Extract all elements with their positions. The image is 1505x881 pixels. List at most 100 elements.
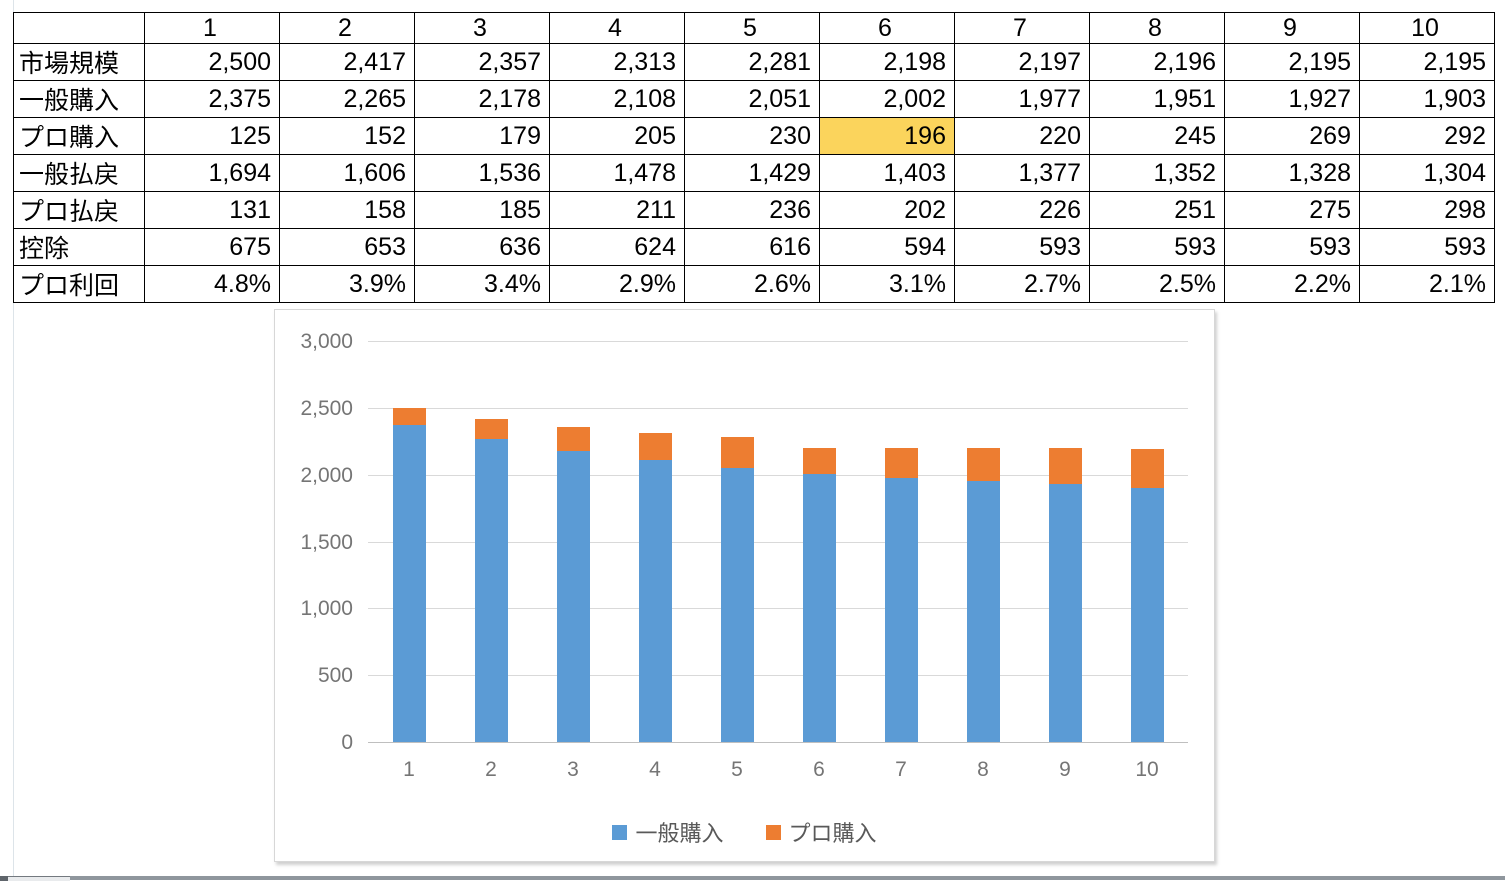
bar-segment-pro[interactable] — [802, 448, 836, 475]
table-cell[interactable]: 1,536 — [414, 154, 550, 192]
table-cell[interactable]: 1,478 — [549, 154, 685, 192]
column-header[interactable]: 4 — [549, 12, 685, 44]
table-cell-highlighted[interactable]: 196 — [819, 117, 955, 155]
table-cell[interactable]: 298 — [1359, 191, 1495, 229]
table-cell[interactable]: 125 — [144, 117, 280, 155]
table-cell[interactable]: 230 — [684, 117, 820, 155]
bar-segment-general[interactable] — [1048, 484, 1082, 742]
table-cell[interactable]: 2,197 — [954, 43, 1090, 81]
table-cell[interactable]: 2,198 — [819, 43, 955, 81]
scrollbar-thumb[interactable] — [8, 876, 70, 881]
table-cell[interactable]: 2,265 — [279, 80, 415, 118]
bar-segment-general[interactable] — [638, 460, 672, 742]
column-header[interactable]: 8 — [1089, 12, 1225, 44]
bar-segment-general[interactable] — [474, 439, 508, 742]
table-cell[interactable]: 636 — [414, 228, 550, 266]
stacked-bar-chart[interactable]: 一般購入 プロ購入 0 500 1,000 1,500 2,000 2,500 3,000 1 2… — [274, 309, 1215, 862]
table-cell[interactable]: 593 — [1224, 228, 1360, 266]
table-cell[interactable]: 593 — [1359, 228, 1495, 266]
table-cell[interactable]: 1,903 — [1359, 80, 1495, 118]
bar-segment-pro[interactable] — [474, 418, 508, 440]
table-cell[interactable]: 292 — [1359, 117, 1495, 155]
table-cell[interactable]: 179 — [414, 117, 550, 155]
bar-segment-general[interactable] — [556, 450, 590, 742]
column-header[interactable]: 6 — [819, 12, 955, 44]
bar-segment-general[interactable] — [884, 477, 918, 742]
table-cell[interactable]: 2.6% — [684, 265, 820, 303]
table-cell[interactable]: 1,927 — [1224, 80, 1360, 118]
row-label[interactable]: プロ購入 — [13, 117, 145, 155]
bar-segment-general[interactable] — [1130, 487, 1164, 742]
table-cell[interactable]: 2,051 — [684, 80, 820, 118]
table-cell[interactable]: 1,977 — [954, 80, 1090, 118]
table-cell[interactable]: 245 — [1089, 117, 1225, 155]
bar-segment-pro[interactable] — [966, 448, 1000, 482]
table-cell[interactable]: 3.9% — [279, 265, 415, 303]
row-label[interactable]: 一般払戻 — [13, 154, 145, 192]
table-cell[interactable]: 2,196 — [1089, 43, 1225, 81]
row-label[interactable]: プロ払戻 — [13, 191, 145, 229]
table-cell[interactable]: 220 — [954, 117, 1090, 155]
bar-segment-pro[interactable] — [1130, 448, 1164, 488]
bar-segment-general[interactable] — [966, 481, 1000, 742]
column-header[interactable]: 1 — [144, 12, 280, 44]
scrollbar-track[interactable] — [70, 876, 1505, 880]
table-cell[interactable]: 2,195 — [1224, 43, 1360, 81]
table-cell[interactable]: 2.1% — [1359, 265, 1495, 303]
table-cell[interactable]: 2,500 — [144, 43, 280, 81]
table-cell[interactable]: 2,375 — [144, 80, 280, 118]
table-cell[interactable]: 251 — [1089, 191, 1225, 229]
table-cell[interactable]: 236 — [684, 191, 820, 229]
table-cell[interactable]: 1,304 — [1359, 154, 1495, 192]
table-cell[interactable]: 593 — [1089, 228, 1225, 266]
table-cell[interactable]: 1,328 — [1224, 154, 1360, 192]
row-label[interactable]: 控除 — [13, 228, 145, 266]
bar-segment-general[interactable] — [802, 474, 836, 742]
table-cell[interactable]: 2.5% — [1089, 265, 1225, 303]
legend-item[interactable]: 一般購入 — [612, 816, 724, 848]
column-header[interactable]: 10 — [1359, 12, 1495, 44]
table-cell[interactable]: 269 — [1224, 117, 1360, 155]
column-header[interactable]: 5 — [684, 12, 820, 44]
table-cell[interactable]: 158 — [279, 191, 415, 229]
table-cell[interactable]: 205 — [549, 117, 685, 155]
table-cell[interactable]: 2,108 — [549, 80, 685, 118]
table-cell[interactable]: 202 — [819, 191, 955, 229]
table-cell[interactable]: 1,403 — [819, 154, 955, 192]
row-label[interactable]: プロ利回 — [13, 265, 145, 303]
table-cell[interactable]: 2.7% — [954, 265, 1090, 303]
table-cell[interactable]: 131 — [144, 191, 280, 229]
table-cell[interactable]: 2.2% — [1224, 265, 1360, 303]
table-cell[interactable]: 1,606 — [279, 154, 415, 192]
table-cell[interactable]: 1,352 — [1089, 154, 1225, 192]
table-cell[interactable]: 675 — [144, 228, 280, 266]
table-cell[interactable]: 653 — [279, 228, 415, 266]
bar-segment-pro[interactable] — [556, 426, 590, 451]
table-cell[interactable]: 152 — [279, 117, 415, 155]
row-label[interactable]: 市場規模 — [13, 43, 145, 81]
table-cell[interactable]: 3.1% — [819, 265, 955, 303]
column-header[interactable]: 3 — [414, 12, 550, 44]
table-cell[interactable]: 1,377 — [954, 154, 1090, 192]
table-cell[interactable]: 2,281 — [684, 43, 820, 81]
table-cell[interactable]: 594 — [819, 228, 955, 266]
table-cell[interactable]: 185 — [414, 191, 550, 229]
table-cell[interactable]: 275 — [1224, 191, 1360, 229]
table-cell[interactable]: 2,195 — [1359, 43, 1495, 81]
table-cell[interactable]: 1,694 — [144, 154, 280, 192]
table-cell[interactable]: 4.8% — [144, 265, 280, 303]
bar-segment-pro[interactable] — [720, 437, 754, 468]
corner-cell[interactable] — [13, 12, 145, 44]
row-label[interactable]: 一般購入 — [13, 80, 145, 118]
table-cell[interactable]: 211 — [549, 191, 685, 229]
table-cell[interactable]: 593 — [954, 228, 1090, 266]
column-header[interactable]: 2 — [279, 12, 415, 44]
bar-segment-pro[interactable] — [392, 407, 426, 425]
table-cell[interactable]: 616 — [684, 228, 820, 266]
column-header[interactable]: 7 — [954, 12, 1090, 44]
column-header[interactable]: 9 — [1224, 12, 1360, 44]
bar-segment-general[interactable] — [392, 424, 426, 742]
table-cell[interactable]: 624 — [549, 228, 685, 266]
bar-segment-pro[interactable] — [884, 448, 918, 478]
table-cell[interactable]: 226 — [954, 191, 1090, 229]
